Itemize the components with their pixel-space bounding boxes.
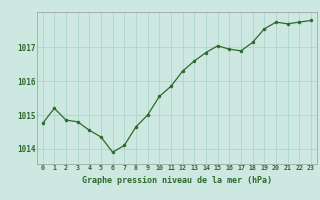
X-axis label: Graphe pression niveau de la mer (hPa): Graphe pression niveau de la mer (hPa) (82, 176, 272, 185)
